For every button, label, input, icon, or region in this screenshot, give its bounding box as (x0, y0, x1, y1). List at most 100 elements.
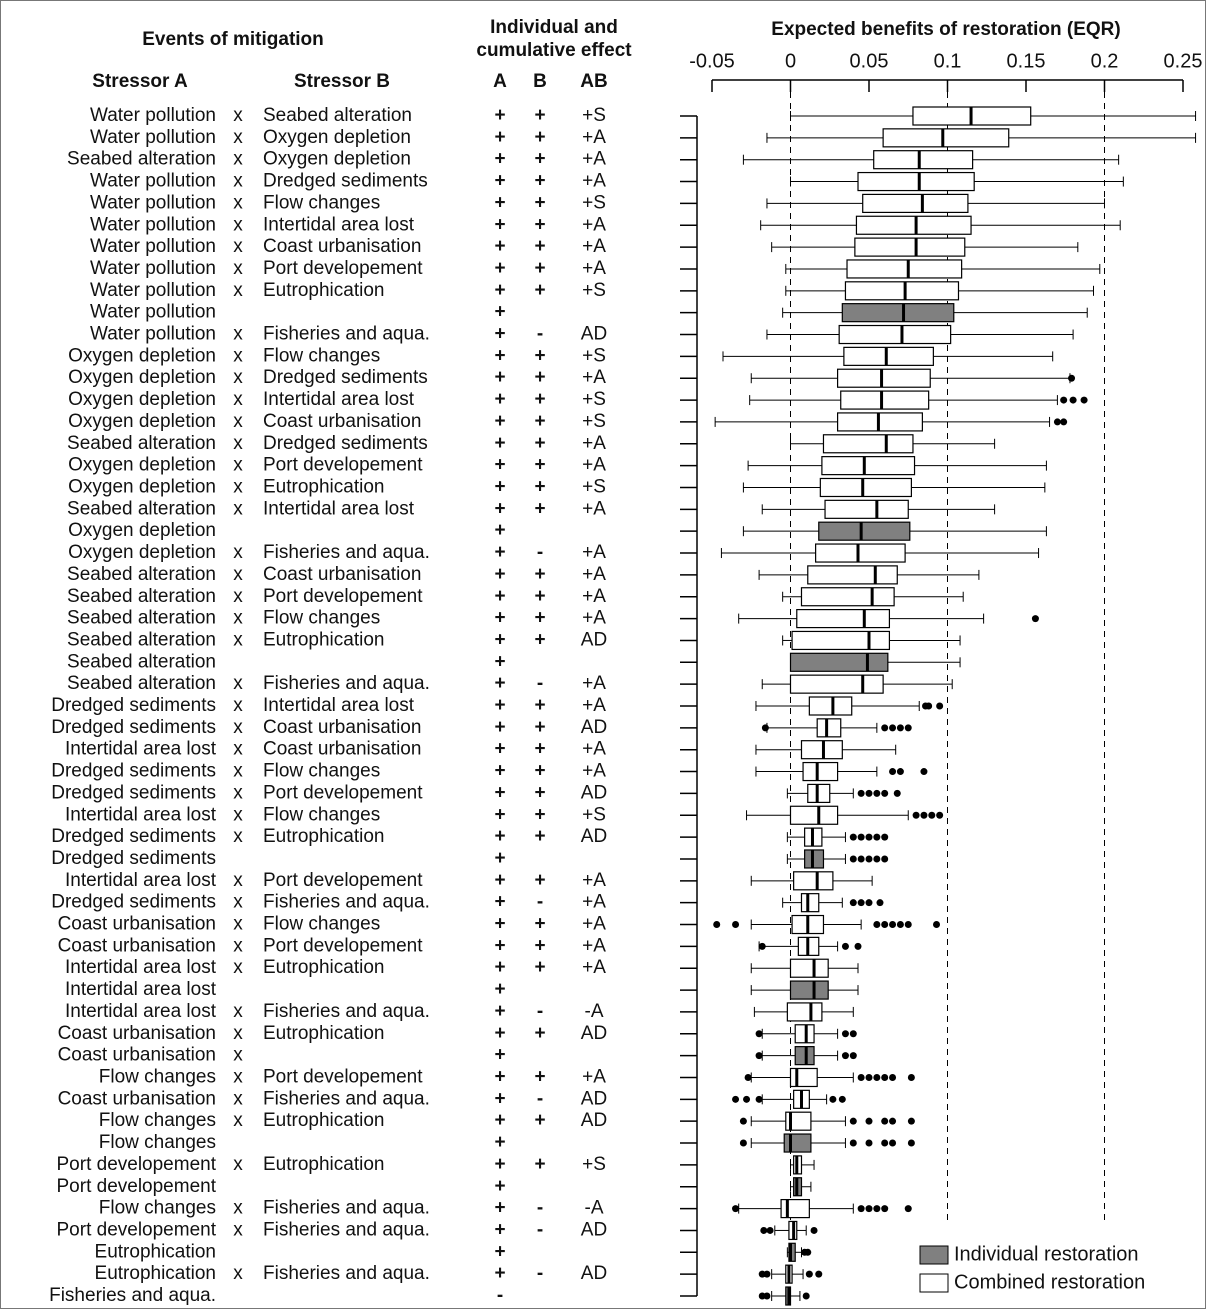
effect-a: + (494, 433, 505, 454)
box (783, 1133, 812, 1153)
effect-a: + (494, 149, 505, 170)
separator: x (233, 673, 243, 694)
stressor-b: Eutrophication (263, 280, 384, 301)
effect-ab: +A (582, 498, 606, 519)
outlier (744, 1073, 752, 1081)
effect-ab: +A (582, 149, 606, 170)
stressor-a: Seabed alteration (67, 673, 216, 694)
outlier (865, 1139, 873, 1147)
stressor-a: Flow changes (99, 1132, 216, 1153)
stressor-b: Eutrophication (263, 1154, 384, 1175)
stressor-a: Water pollution (90, 171, 216, 192)
effect-a: + (494, 673, 505, 694)
outlier (849, 1117, 857, 1125)
stressor-b: Dredged sediments (263, 433, 428, 454)
stressor-b: Eutrophication (263, 476, 384, 497)
outlier (805, 1270, 813, 1278)
separator: x (233, 826, 243, 847)
outlier (763, 1270, 771, 1278)
separator: x (233, 935, 243, 956)
box (840, 390, 930, 410)
outlier (849, 855, 857, 863)
effect-ab: +S (582, 280, 606, 301)
effect-b: + (534, 476, 545, 497)
outlier (889, 768, 897, 776)
box (807, 565, 898, 585)
effect-a: + (494, 935, 505, 956)
effect-b: + (534, 1023, 545, 1044)
effect-b: + (534, 127, 545, 148)
effect-ab: +A (582, 608, 606, 629)
legend-label: Combined restoration (954, 1271, 1145, 1293)
effect-a: + (494, 1176, 505, 1197)
effect-b: + (534, 171, 545, 192)
separator: x (233, 345, 243, 366)
effect-ab: +A (582, 542, 606, 563)
stressor-a: Intertidal area lost (65, 804, 217, 825)
outlier (889, 1117, 897, 1125)
stressor-a: Water pollution (90, 324, 216, 345)
outlier (755, 1095, 763, 1103)
effect-b: + (534, 870, 545, 891)
outlier (936, 811, 944, 819)
separator: x (233, 586, 243, 607)
effect-ab: +A (582, 892, 606, 913)
effect-ab: +A (582, 367, 606, 388)
effect-b: + (534, 586, 545, 607)
box (822, 434, 914, 454)
stressor-a: Water pollution (90, 302, 216, 323)
outlier (873, 1073, 881, 1081)
effect-ab: +A (582, 935, 606, 956)
x-tick-label: 0.1 (934, 50, 962, 72)
box (802, 761, 839, 782)
separator: x (233, 782, 243, 803)
separator: x (233, 411, 243, 432)
separator: x (233, 608, 243, 629)
effect-b: + (534, 455, 545, 476)
outlier (881, 1073, 889, 1081)
effect-a: + (494, 1066, 505, 1087)
box (789, 958, 829, 978)
outlier (904, 1205, 912, 1213)
effect-ab: +A (582, 1066, 606, 1087)
stressor-a: Seabed alteration (67, 651, 216, 672)
box (819, 477, 912, 498)
outlier (761, 724, 769, 732)
box (788, 1242, 796, 1262)
effect-a: + (494, 957, 505, 978)
outlier (881, 833, 889, 841)
outlier (881, 789, 889, 797)
stressor-b: Eutrophication (263, 1023, 384, 1044)
x-tick-label: 0.15 (1007, 50, 1046, 72)
box (882, 128, 1010, 148)
effect-ab: +A (582, 695, 606, 716)
effect-ab: +S (582, 1154, 606, 1175)
box (785, 1111, 812, 1131)
stressor-a: Coast urbanisation (58, 1088, 216, 1109)
effect-a: + (494, 717, 505, 738)
stressor-a: Oxygen depletion (68, 476, 216, 497)
effect-ab: AD (581, 782, 607, 803)
box (808, 696, 853, 716)
stressor-b: Fisheries and aqua. (263, 673, 430, 694)
effect-b: + (534, 192, 545, 213)
effect-b: + (534, 826, 545, 847)
effect-ab: +A (582, 957, 606, 978)
outlier (889, 1073, 897, 1081)
stressor-b: Intertidal area lost (263, 695, 415, 716)
box (854, 237, 966, 257)
effect-b: - (537, 673, 543, 694)
effect-ab: +A (582, 171, 606, 192)
stressor-a: Seabed alteration (67, 149, 216, 170)
outlier (802, 1292, 810, 1300)
legend-swatch (919, 1245, 949, 1265)
box (791, 630, 891, 651)
stressor-b: Dredged sediments (263, 171, 428, 192)
outlier (763, 1292, 771, 1300)
stressor-a: Dredged sediments (51, 826, 216, 847)
box (838, 324, 952, 345)
outlier (865, 833, 873, 841)
box (873, 150, 974, 170)
stressor-b: Oxygen depletion (263, 127, 411, 148)
